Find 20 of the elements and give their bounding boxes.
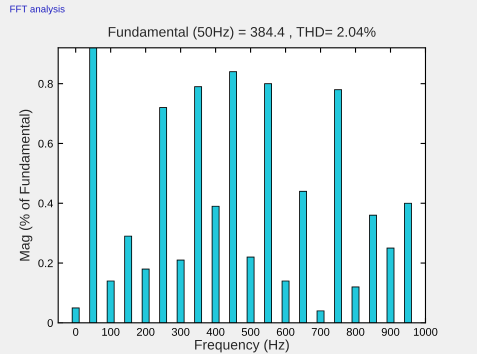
y-axis-title: Mag (% of Fundamental): [19, 110, 32, 261]
x-tick-label: 300: [172, 328, 190, 336]
x-tick-label: 900: [382, 328, 400, 336]
x-tick-label: 100: [102, 328, 120, 336]
x-tick-label: 500: [242, 328, 260, 336]
x-tick-label: 200: [136, 328, 154, 336]
x-tick-label: 1000: [414, 328, 438, 336]
chart-title: Fundamental (50Hz) = 384.4 , THD= 2.04%: [108, 26, 376, 40]
x-tick-label: 400: [206, 328, 224, 336]
y-tick-label: 0: [48, 319, 53, 327]
x-tick-label: 600: [276, 328, 294, 336]
x-axis-title: Frequency (Hz): [195, 339, 289, 352]
y-tick-label: 0.2: [38, 259, 53, 268]
x-tick-label: 0: [73, 328, 78, 336]
y-tick-label: 0.6: [38, 140, 53, 148]
x-tick-label: 700: [312, 328, 330, 336]
x-tick-label: 800: [346, 328, 364, 336]
text: FFT analysis: [10, 5, 65, 14]
y-tick-label: 0.8: [38, 80, 53, 88]
y-tick-label: 0.4: [38, 200, 54, 208]
